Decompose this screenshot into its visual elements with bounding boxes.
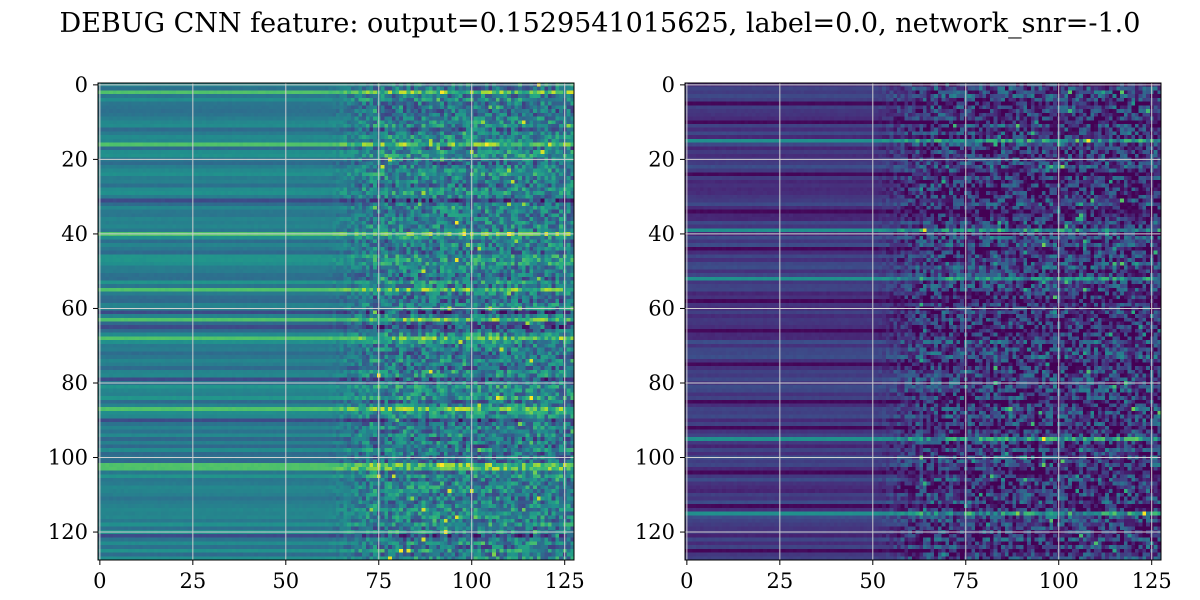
x-tick-label: 50 (272, 569, 299, 593)
x-tick-label: 0 (680, 569, 693, 593)
y-tick-label: 120 (635, 520, 675, 544)
x-tick-label: 25 (179, 569, 206, 593)
y-tick-label: 80 (648, 371, 675, 395)
x-tick-label: 100 (1039, 569, 1079, 593)
y-tick-label: 0 (75, 73, 88, 97)
x-tick-label: 25 (766, 569, 793, 593)
y-tick-label: 20 (61, 147, 88, 171)
x-tick-label: 0 (93, 569, 106, 593)
x-tick-label: 125 (1132, 569, 1172, 593)
y-tick-label: 80 (61, 371, 88, 395)
heatmap-image (98, 83, 574, 560)
y-tick-label: 100 (635, 446, 675, 470)
x-tick-label: 125 (545, 569, 585, 593)
heatmap-panel-right: 0 25 50 75 100 125 0 20 40 60 80 100 120 (635, 73, 1172, 593)
figure-title: DEBUG CNN feature: output=0.152954101562… (59, 8, 1141, 39)
x-tick-label: 50 (859, 569, 886, 593)
y-tick-label: 60 (61, 296, 88, 320)
y-tick-label: 120 (48, 520, 88, 544)
y-tick-label: 40 (648, 222, 675, 246)
y-tick-label: 20 (648, 147, 675, 171)
axes-frame (684, 82, 1162, 561)
heatmap-panel-left: 0 25 50 75 100 125 0 20 40 60 80 100 120 (48, 73, 585, 593)
axes-frame (97, 82, 575, 561)
x-tick-label: 75 (365, 569, 392, 593)
y-tick-label: 60 (648, 296, 675, 320)
y-tick-label: 40 (61, 222, 88, 246)
x-tick-label: 75 (952, 569, 979, 593)
x-tick-label: 100 (452, 569, 492, 593)
y-tick-label: 0 (662, 73, 675, 97)
heatmap-image (685, 83, 1161, 560)
y-tick-label: 100 (48, 446, 88, 470)
